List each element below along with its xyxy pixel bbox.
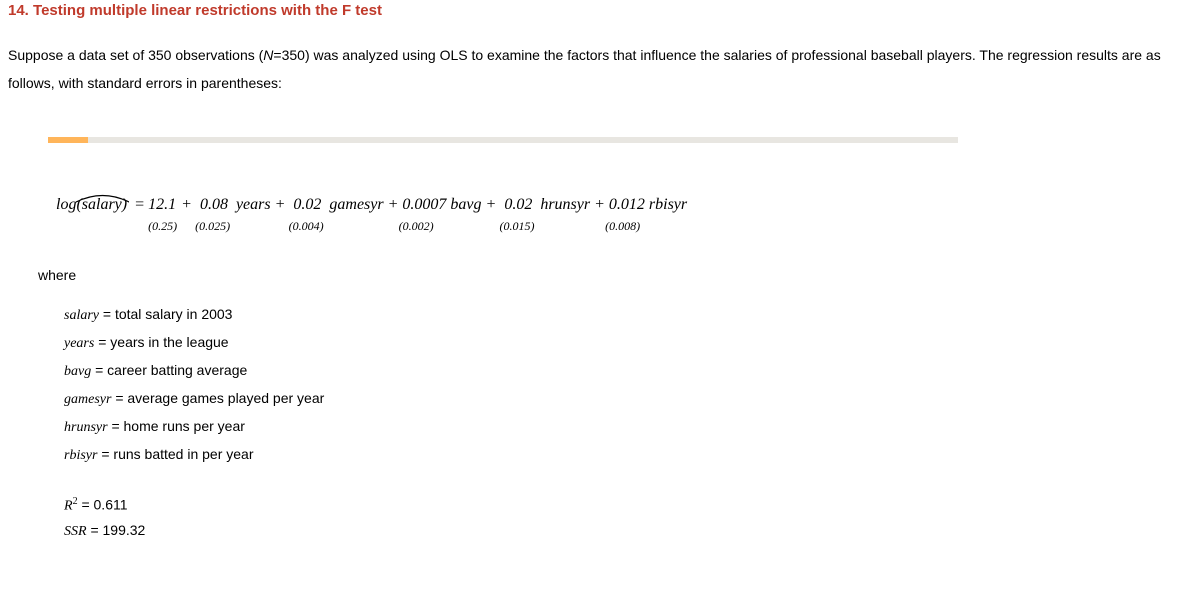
definition-text: = total salary in 2003 <box>99 306 232 322</box>
r-squared: R2 = 0.611 <box>64 494 1200 517</box>
definition-row: years = years in the league <box>64 332 1200 354</box>
section-heading: 14. Testing multiple linear restrictions… <box>8 0 1200 23</box>
equation-term: + 0.012 rbisyr (0.008) <box>590 193 687 235</box>
equation-term: + 0.0007 bavg (0.002) <box>384 193 482 235</box>
ssr: SSR = 199.32 <box>64 520 1200 542</box>
variable-definitions: salary = total salary in 2003 years = yea… <box>64 304 1200 466</box>
definition-text: = runs batted in per year <box>97 446 253 462</box>
equation-term: 12.1(0.25) <box>148 193 177 235</box>
divider-accent-track <box>88 137 958 143</box>
equation-lhs: log(salary) <box>56 193 131 217</box>
regression-equation: log(salary) = 12.1(0.25) + 0.08 years (0… <box>56 193 1200 235</box>
definition-text: = home runs per year <box>108 418 245 434</box>
definition-row: salary = total salary in 2003 <box>64 304 1200 326</box>
definition-text: = years in the league <box>94 334 228 350</box>
equation-term: + 0.02 hrunsyr (0.015) <box>482 193 591 235</box>
definition-var: rbisyr <box>64 448 97 463</box>
intro-text-a: Suppose a data set of 350 observations ( <box>8 47 263 63</box>
definition-text: = average games played per year <box>111 390 324 406</box>
intro-n-symbol: N <box>263 47 273 63</box>
where-label: where <box>38 265 1200 286</box>
definition-var: years <box>64 336 94 351</box>
definition-var: salary <box>64 308 99 323</box>
model-stats: R2 = 0.611 SSR = 199.32 <box>64 494 1200 543</box>
definition-row: gamesyr = average games played per year <box>64 388 1200 410</box>
intro-paragraph: Suppose a data set of 350 observations (… <box>8 41 1200 97</box>
definition-text: = career batting average <box>91 362 247 378</box>
definition-row: rbisyr = runs batted in per year <box>64 444 1200 466</box>
definition-row: bavg = career batting average <box>64 360 1200 382</box>
definition-var: hrunsyr <box>64 420 108 435</box>
definition-row: hrunsyr = home runs per year <box>64 416 1200 438</box>
equation-term: + 0.08 years (0.025) <box>177 193 270 235</box>
hat-icon <box>76 187 129 197</box>
divider-accent-bar <box>48 137 88 143</box>
definition-var: bavg <box>64 364 91 379</box>
definition-var: gamesyr <box>64 392 111 407</box>
divider-accent <box>48 137 958 143</box>
equals-sign: = <box>131 193 148 235</box>
equation-term: + 0.02 gamesyr (0.004) <box>271 193 384 235</box>
